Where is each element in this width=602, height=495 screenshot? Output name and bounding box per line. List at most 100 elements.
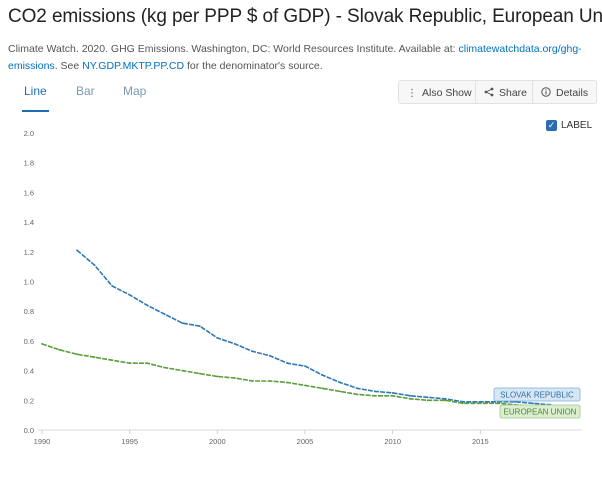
series-line-european-union[interactable] [41, 343, 551, 409]
data-point[interactable] [409, 394, 412, 397]
details-label: Details [556, 87, 589, 99]
y-tick-label: 0.4 [24, 367, 34, 376]
label-toggle[interactable]: ✓ LABEL [546, 120, 592, 131]
data-point[interactable] [41, 343, 43, 345]
data-point[interactable] [128, 294, 131, 296]
tab-map[interactable]: Map [123, 84, 147, 98]
data-point[interactable] [251, 350, 254, 353]
tab-line[interactable]: Line [22, 78, 49, 112]
data-point[interactable] [479, 400, 482, 403]
x-tick-label: 1990 [34, 437, 51, 446]
data-point[interactable] [269, 380, 271, 382]
data-point[interactable] [181, 322, 184, 324]
info-icon [541, 82, 551, 106]
label-toggle-text: LABEL [561, 120, 593, 131]
y-tick-label: 1.8 [24, 159, 34, 168]
chart-area: ✓ LABEL 0.0 0.2 0.4 0.6 0.8 1.0 1.2 1.4 1.6 1.8 2.… [8, 112, 594, 490]
share-label: Share [499, 87, 528, 99]
data-point[interactable] [374, 390, 376, 393]
y-axis: 0.0 0.2 0.4 0.6 0.8 1.0 1.2 1.4 1.6 1.8 2.0 [24, 129, 34, 435]
share-button[interactable]: Share [475, 80, 537, 106]
x-tick-label: 2000 [209, 437, 226, 446]
source-suffix: for the denominator's source. [184, 60, 323, 72]
data-point[interactable] [269, 354, 271, 357]
data-point[interactable] [286, 362, 289, 365]
data-point[interactable] [181, 369, 184, 372]
data-point[interactable] [426, 399, 429, 402]
series-label-text: SLOVAK REPUBLIC [500, 391, 574, 400]
data-point[interactable] [339, 390, 341, 393]
data-point[interactable] [497, 402, 499, 405]
data-point[interactable] [391, 394, 394, 397]
source-text: Climate Watch. 2020. GHG Emissions. Wash… [8, 43, 459, 55]
x-tick-label: 1995 [121, 437, 138, 446]
data-point[interactable] [391, 392, 394, 394]
source-note: Climate Watch. 2020. GHG Emissions. Wash… [8, 41, 593, 75]
data-point[interactable] [58, 348, 61, 351]
series-labels: SLOVAK REPUBLIC EUROPEAN UNION [493, 387, 581, 419]
data-point[interactable] [461, 400, 464, 403]
y-tick-label: 1.2 [24, 248, 34, 257]
data-point[interactable] [321, 387, 324, 390]
details-button[interactable]: Details [532, 80, 598, 106]
data-point[interactable] [216, 375, 219, 378]
also-show-button[interactable]: ⋮ Also Show [398, 80, 481, 104]
data-point[interactable] [234, 343, 236, 345]
data-point[interactable] [163, 366, 166, 369]
denominator-link[interactable]: NY.GDP.MKTP.PP.CD [82, 60, 185, 72]
series-line-slovak-republic[interactable] [76, 249, 551, 406]
data-point[interactable] [216, 337, 219, 339]
data-point[interactable] [356, 387, 359, 390]
data-point[interactable] [146, 362, 149, 365]
data-point[interactable] [128, 362, 131, 365]
data-point[interactable] [93, 264, 96, 267]
data-point[interactable] [76, 353, 78, 356]
data-point[interactable] [111, 359, 113, 362]
data-point[interactable] [339, 381, 341, 384]
x-tick-label: 2010 [384, 437, 401, 446]
data-point[interactable] [426, 396, 429, 399]
y-tick-label: 0.8 [24, 307, 34, 316]
series-label-text: EUROPEAN UNION [504, 408, 577, 417]
more-vertical-icon: ⋮ [407, 88, 417, 99]
y-tick-label: 0.6 [24, 337, 34, 346]
data-point[interactable] [251, 380, 254, 382]
source-link[interactable]: climatewatchdata.org/ghg-emissions [8, 43, 582, 72]
y-tick-label: 0.0 [24, 426, 34, 435]
data-point[interactable] [146, 304, 149, 307]
data-point[interactable] [76, 249, 78, 252]
data-point[interactable] [304, 365, 306, 367]
data-point[interactable] [286, 381, 289, 384]
data-point[interactable] [321, 374, 324, 376]
data-point[interactable] [444, 397, 447, 400]
data-point[interactable] [479, 402, 482, 405]
y-tick-label: 1.6 [24, 188, 34, 197]
x-tick-label: 2015 [472, 437, 489, 446]
also-show-label: Also Show [422, 87, 472, 99]
data-point[interactable] [409, 397, 412, 400]
source-mid: . See [54, 60, 83, 72]
y-tick-label: 2.0 [24, 129, 34, 138]
checkbox-checked-icon[interactable]: ✓ [546, 120, 557, 131]
page-title: CO2 emissions (kg per PPP $ of GDP) - Sl… [8, 6, 602, 27]
data-point[interactable] [461, 402, 464, 405]
series-label-box [493, 387, 581, 402]
data-point[interactable] [374, 394, 376, 397]
share-icon [484, 82, 494, 106]
data-point[interactable] [198, 372, 201, 375]
tab-bar[interactable]: Bar [76, 84, 95, 98]
y-tick-label: 1.0 [24, 278, 34, 287]
data-point[interactable] [111, 285, 113, 287]
data-point[interactable] [444, 399, 447, 402]
series-group [41, 249, 552, 409]
data-point[interactable] [163, 313, 166, 316]
data-point[interactable] [234, 377, 236, 379]
data-point[interactable] [532, 402, 534, 405]
chart-tabs: Line Bar Map ⋮ Also Show Share Details [8, 78, 598, 113]
data-point[interactable] [304, 384, 306, 387]
data-point[interactable] [356, 393, 359, 396]
x-axis: 1990 1995 2000 2005 2010 2015 [34, 429, 582, 446]
data-point[interactable] [93, 356, 96, 359]
data-point[interactable] [198, 325, 201, 327]
line-chart: 0.00.20.40.60.81.01.21.41.61.82.0 1990 19… [24, 129, 582, 446]
